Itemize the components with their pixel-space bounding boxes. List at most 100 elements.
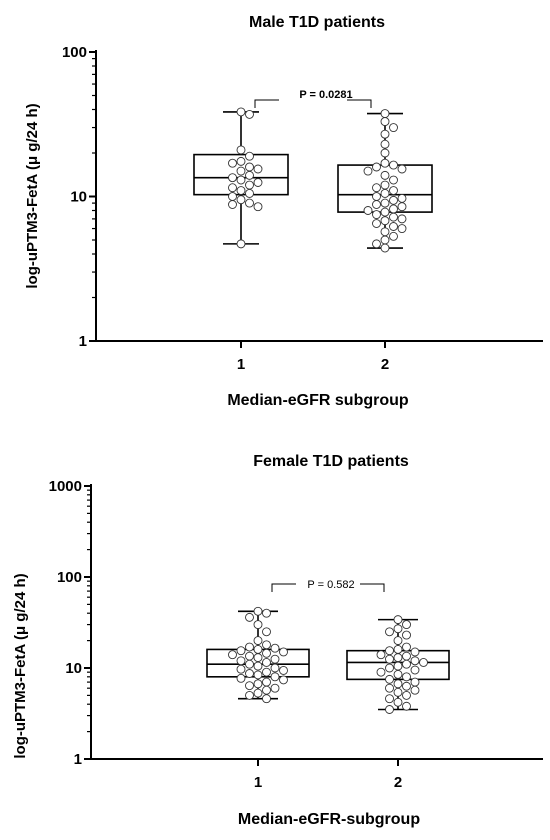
data-point [236, 673, 246, 683]
data-point [393, 644, 403, 654]
significance-bracket-right [347, 99, 372, 108]
data-point [228, 650, 237, 660]
data-point [236, 664, 246, 674]
data-point [245, 162, 254, 172]
data-point [380, 158, 390, 168]
female-chart: Female T1D patients log-uPTM3-FetA (μ g/… [12, 453, 543, 828]
data-point [253, 164, 263, 174]
chart-title: Female T1D patients [253, 453, 409, 470]
y-axis-label: log-uPTM3-FetA (μ g/24 h) [12, 573, 29, 758]
data-point [279, 675, 288, 685]
data-point [245, 180, 254, 190]
data-point [372, 239, 381, 249]
data-point [380, 117, 390, 127]
data-point [380, 180, 390, 190]
data-point [402, 701, 411, 711]
data-point [380, 129, 390, 139]
data-point [270, 654, 280, 664]
data-point [279, 647, 288, 657]
data-point [363, 206, 373, 215]
data-point [385, 646, 394, 656]
data-point [228, 200, 237, 209]
data-point [228, 158, 237, 168]
data-point [402, 620, 411, 630]
data-point [410, 685, 420, 695]
data-point [245, 681, 254, 691]
data-point [402, 651, 411, 661]
plot-area: 1 10 100 1000 1 2 [49, 478, 543, 791]
data-point [236, 175, 246, 185]
data-point [397, 164, 407, 174]
data-point [410, 647, 420, 657]
data-point [262, 608, 271, 618]
data-point [402, 659, 411, 669]
data-point [372, 162, 381, 172]
data-point [372, 192, 381, 201]
data-point [380, 109, 390, 119]
y-tick-label: 10 [70, 189, 87, 206]
data-point [402, 630, 411, 640]
data-point [245, 669, 254, 678]
y-tick-label: 100 [57, 569, 82, 586]
data-point [380, 198, 390, 208]
data-point [402, 642, 411, 652]
data-point [262, 658, 271, 667]
box-group [337, 109, 433, 253]
x-tick-label: 1 [237, 356, 245, 373]
data-point [393, 636, 403, 646]
data-point [380, 148, 390, 158]
box-group [206, 606, 310, 704]
data-point [236, 107, 246, 117]
data-point [402, 672, 411, 682]
data-point [419, 658, 428, 667]
data-point [253, 178, 263, 187]
data-point [397, 193, 407, 203]
data-point [253, 661, 263, 671]
p-value-annotation: P = 0.0281 [299, 89, 352, 101]
data-point [372, 219, 381, 228]
data-point [372, 210, 381, 220]
data-point [393, 661, 403, 671]
data-point [385, 654, 394, 664]
data-point [270, 643, 280, 653]
data-point [253, 670, 263, 680]
data-point [245, 651, 254, 661]
data-point [393, 679, 403, 689]
data-point [372, 183, 381, 193]
data-point [253, 202, 263, 212]
data-point [236, 239, 246, 249]
data-point [410, 665, 420, 675]
data-point [236, 156, 246, 166]
data-point [245, 170, 254, 180]
data-point [393, 697, 403, 707]
data-point [393, 669, 403, 679]
data-point [253, 606, 263, 616]
data-point [393, 653, 403, 663]
data-point [385, 683, 394, 693]
data-point [245, 188, 254, 198]
data-point [380, 207, 390, 217]
data-point [270, 672, 280, 682]
data-point [397, 202, 407, 212]
data-point [245, 151, 254, 161]
data-point [236, 166, 246, 176]
data-point [262, 677, 271, 687]
data-point [236, 656, 246, 666]
data-point [245, 198, 254, 208]
data-point [385, 674, 394, 684]
data-point [236, 145, 246, 155]
data-point [245, 109, 254, 119]
significance-bracket-left [254, 99, 279, 108]
data-point [389, 160, 398, 170]
data-point [385, 663, 394, 673]
x-tick-label: 2 [394, 774, 402, 791]
data-point [410, 656, 420, 666]
data-point [262, 694, 271, 704]
data-point [380, 227, 390, 237]
male-chart: Male T1D patients log-uPTM3-FetA (μ g/24… [24, 14, 543, 409]
significance-bracket-left [271, 583, 296, 592]
data-point [279, 665, 288, 675]
data-point [402, 690, 411, 700]
data-point [389, 231, 398, 241]
